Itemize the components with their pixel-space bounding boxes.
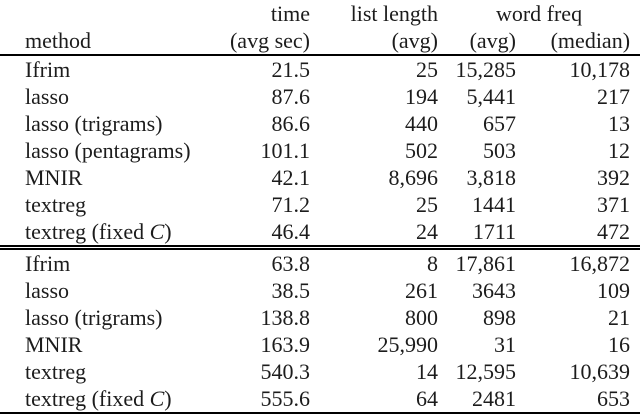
list-length-cell: 64 (416, 386, 438, 411)
table-row: textreg (fixed C) 555.6 64 2481 653 (0, 385, 640, 413)
table-row: lasso (trigrams) 138.8 800 898 21 (0, 304, 640, 331)
table-row: lasso 87.6 194 5,441 217 (0, 83, 640, 110)
method-cell: lasso (trigrams) (25, 305, 163, 330)
word-freq-median-cell: 392 (597, 165, 631, 190)
word-freq-avg-cell: 1711 (472, 219, 516, 244)
method-cell: Ifrim (25, 251, 71, 276)
list-length-cell: 25 (416, 192, 438, 217)
word-freq-median-cell: 472 (597, 219, 631, 244)
word-freq-median-cell: 12 (608, 138, 631, 163)
list-length-cell: 261 (405, 278, 438, 303)
time-cell: 42.1 (271, 165, 311, 190)
list-length-cell: 24 (416, 219, 438, 244)
word-freq-median-cell: 16 (608, 332, 631, 357)
method-cell: lasso (trigrams) (25, 111, 163, 136)
word-freq-avg-cell: 898 (483, 305, 516, 330)
time-cell: 63.8 (271, 251, 311, 276)
method-cell: lasso (25, 278, 69, 303)
header-sub-row: method (avg sec) (avg) (avg) (median) (0, 27, 640, 55)
list-length-cell: 502 (405, 138, 438, 163)
word-freq-median-cell: 217 (597, 84, 631, 109)
table-row: textreg 540.3 14 12,595 10,639 (0, 358, 640, 385)
word-freq-median-cell: 10,639 (569, 359, 631, 384)
word-freq-avg-cell: 2481 (472, 386, 516, 411)
word-freq-median-cell: 13 (608, 111, 631, 136)
table-row: lasso (trigrams) 86.6 440 657 13 (0, 110, 640, 137)
header-method: method (25, 28, 91, 53)
word-freq-median-cell: 371 (597, 192, 631, 217)
time-cell: 87.6 (271, 84, 311, 109)
table-row: MNIR 163.9 25,990 31 16 (0, 331, 640, 358)
header-list-length-group: list length (350, 1, 438, 26)
method-cell: MNIR (25, 165, 83, 190)
header-time-unit: (avg sec) (229, 28, 310, 53)
list-length-cell: 8 (427, 251, 438, 276)
table-header: time list length word freq method (avg s… (0, 0, 640, 55)
word-freq-avg-cell: 1441 (472, 192, 516, 217)
header-time-group: time (270, 1, 310, 26)
word-freq-avg-cell: 5,441 (466, 84, 517, 109)
word-freq-median-cell: 109 (597, 278, 631, 303)
list-length-cell: 194 (405, 84, 438, 109)
method-cell: textreg (25, 192, 87, 217)
time-cell: 163.9 (260, 332, 311, 357)
time-cell: 46.4 (271, 219, 311, 244)
time-cell: 138.8 (260, 305, 311, 330)
word-freq-median-cell: 16,872 (569, 251, 631, 276)
list-length-cell: 14 (416, 359, 438, 384)
time-cell: 38.5 (271, 278, 311, 303)
method-cell: textreg (25, 359, 87, 384)
word-freq-avg-cell: 503 (483, 138, 516, 163)
word-freq-avg-cell: 31 (494, 332, 516, 357)
header-method-spacer (0, 0, 215, 27)
header-list-length-unit: (avg) (391, 28, 438, 53)
table-section-top: Ifrim 21.5 25 15,285 10,178 lasso 87.6 194 5,441… (0, 55, 640, 248)
table-row: lasso 38.5 261 3643 109 (0, 277, 640, 304)
time-cell: 86.6 (271, 111, 311, 136)
method-cell: lasso (pentagrams) (25, 138, 191, 163)
table-row: lasso (pentagrams) 101.1 502 503 12 (0, 137, 640, 164)
list-length-cell: 25,990 (377, 332, 439, 357)
word-freq-median-cell: 10,178 (569, 57, 631, 82)
word-freq-avg-cell: 3643 (472, 278, 516, 303)
table-row: textreg (fixed C) 46.4 24 1711 472 (0, 218, 640, 248)
word-freq-median-cell: 653 (597, 386, 631, 411)
time-cell: 101.1 (260, 138, 311, 163)
list-length-cell: 800 (405, 305, 438, 330)
header-word-freq-group: word freq (495, 1, 583, 26)
table-row: Ifrim 63.8 8 17,861 16,872 (0, 248, 640, 278)
time-cell: 71.2 (271, 192, 311, 217)
table-row: MNIR 42.1 8,696 3,818 392 (0, 164, 640, 191)
list-length-cell: 25 (416, 57, 438, 82)
method-cell: textreg (fixed C) (25, 386, 172, 411)
table-section-bottom: Ifrim 63.8 8 17,861 16,872 lasso 38.5 261 3643 10… (0, 248, 640, 414)
method-cell: Ifrim (25, 57, 71, 82)
list-length-cell: 440 (405, 111, 438, 136)
time-cell: 21.5 (271, 57, 311, 82)
word-freq-avg-cell: 657 (483, 111, 516, 136)
word-freq-avg-cell: 3,818 (466, 165, 517, 190)
table-row: textreg 71.2 25 1441 371 (0, 191, 640, 218)
method-cell: lasso (25, 84, 69, 109)
list-length-cell: 8,696 (388, 165, 439, 190)
time-cell: 540.3 (260, 359, 311, 384)
word-freq-avg-cell: 12,595 (455, 359, 517, 384)
header-word-freq-avg-unit: (avg) (469, 28, 516, 53)
table-row: Ifrim 21.5 25 15,285 10,178 (0, 55, 640, 83)
time-cell: 555.6 (260, 386, 311, 411)
method-cell: MNIR (25, 332, 83, 357)
word-freq-median-cell: 21 (608, 305, 631, 330)
word-freq-avg-cell: 17,861 (455, 251, 517, 276)
word-freq-avg-cell: 15,285 (455, 57, 517, 82)
header-group-row: time list length word freq (0, 0, 640, 27)
header-word-freq-median-unit: (median) (550, 28, 631, 53)
method-cell: textreg (fixed C) (25, 219, 172, 244)
